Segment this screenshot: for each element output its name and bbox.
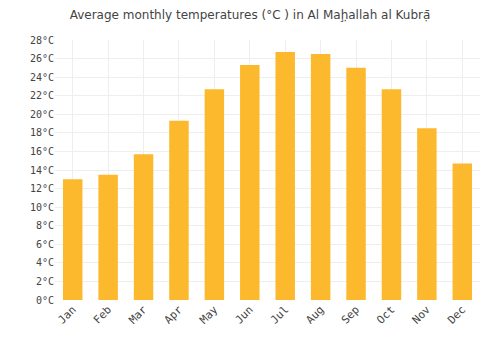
svg-text:20°C: 20°C: [30, 109, 54, 120]
svg-text:Dec: Dec: [445, 303, 468, 326]
svg-text:24°C: 24°C: [30, 72, 54, 83]
svg-text:0°C: 0°C: [36, 295, 54, 306]
svg-text:Oct: Oct: [374, 303, 397, 326]
svg-text:4°C: 4°C: [36, 257, 54, 268]
svg-text:Aug: Aug: [303, 303, 326, 326]
svg-text:8°C: 8°C: [36, 220, 54, 231]
svg-text:Feb: Feb: [91, 303, 114, 326]
svg-text:Jul: Jul: [268, 303, 291, 326]
svg-text:22°C: 22°C: [30, 90, 54, 101]
svg-text:Jan: Jan: [55, 303, 78, 326]
svg-text:10°C: 10°C: [30, 202, 54, 213]
svg-text:12°C: 12°C: [30, 183, 54, 194]
svg-text:18°C: 18°C: [30, 127, 54, 138]
svg-text:26°C: 26°C: [30, 53, 54, 64]
svg-text:Jun: Jun: [233, 303, 256, 326]
svg-text:Mar: Mar: [126, 303, 150, 327]
svg-text:14°C: 14°C: [30, 165, 54, 176]
svg-text:Apr: Apr: [162, 303, 186, 327]
svg-text:Nov: Nov: [410, 303, 434, 327]
svg-text:Average monthly temperatures (: Average monthly temperatures (°C ) in Al…: [70, 8, 431, 22]
svg-text:28°C: 28°C: [30, 35, 54, 46]
svg-text:6°C: 6°C: [36, 239, 54, 250]
svg-text:16°C: 16°C: [30, 146, 54, 157]
svg-text:May: May: [197, 303, 221, 327]
svg-text:Sep: Sep: [339, 303, 362, 326]
svg-text:2°C: 2°C: [36, 276, 54, 287]
